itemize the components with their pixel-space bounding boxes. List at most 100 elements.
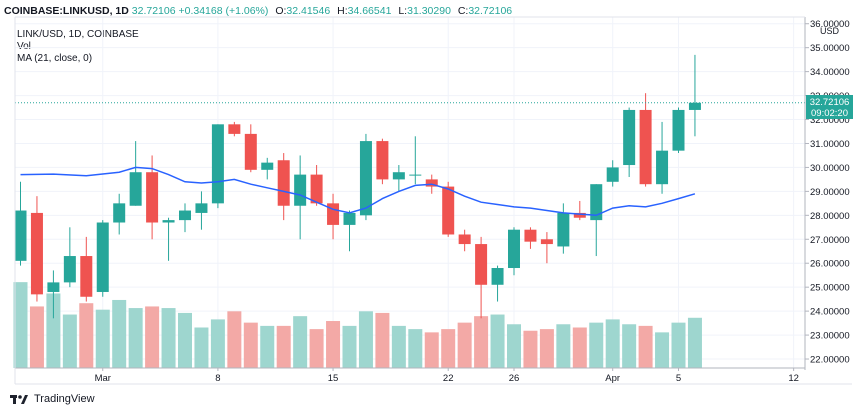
- y-tick-label: 28.00000: [810, 211, 850, 222]
- ma-legend[interactable]: MA (21, close, 0): [17, 53, 93, 64]
- symbol-name[interactable]: COINBASE:LINKUSD, 1D: [4, 5, 129, 17]
- candle-up: [261, 162, 274, 170]
- candle-down: [30, 212, 43, 295]
- candle-up: [96, 222, 109, 292]
- volume-bar: [556, 324, 571, 368]
- candle-up: [491, 268, 504, 285]
- candle-up: [606, 167, 619, 182]
- volume-bar: [474, 316, 489, 368]
- y-tick-label: 25.00000: [810, 283, 850, 294]
- y-tick-label: 32.00000: [810, 115, 850, 126]
- candle-up: [294, 174, 307, 206]
- volume-bar: [589, 322, 604, 368]
- tradingview-logo-icon: [10, 395, 28, 404]
- volume-legend[interactable]: Vol: [17, 41, 31, 52]
- candle-up: [672, 109, 685, 151]
- volume-bar: [227, 311, 242, 368]
- x-tick-label: 22: [443, 373, 454, 384]
- candle-up: [656, 150, 669, 185]
- open-label: O:: [275, 5, 287, 17]
- volume-bar: [375, 312, 390, 368]
- candle-down: [442, 186, 455, 235]
- high-label: H:: [337, 5, 348, 17]
- volume-bar: [539, 329, 554, 368]
- volume-bar: [161, 308, 176, 368]
- volume-bar: [655, 332, 670, 368]
- candle-up: [129, 172, 142, 206]
- candle-up: [392, 172, 405, 180]
- volume-bar: [424, 332, 439, 368]
- volume-bar: [95, 309, 110, 368]
- candle-down: [458, 234, 471, 245]
- volume-bar: [194, 327, 209, 368]
- candle-down: [244, 133, 257, 170]
- candle-up: [359, 141, 372, 216]
- countdown-text: 09:02:20: [811, 108, 848, 119]
- volume-bar: [178, 312, 192, 368]
- volume-bar: [671, 322, 686, 368]
- candle-up: [179, 210, 191, 221]
- candle-up: [63, 256, 76, 283]
- candle-up: [343, 212, 356, 225]
- price-change: +0.34168 (+1.06%): [178, 5, 269, 17]
- brand-name: TradingView: [34, 393, 95, 405]
- volume-bar: [687, 317, 702, 368]
- volume-bar: [128, 308, 143, 368]
- x-tick-label: Mar: [95, 373, 111, 384]
- volume-bar: [572, 327, 587, 368]
- x-tick-label: 15: [328, 373, 339, 384]
- volume-bar: [309, 329, 324, 368]
- y-tick-label: 31.00000: [810, 139, 850, 150]
- candle-down: [228, 124, 241, 134]
- x-tick-label: 26: [509, 373, 520, 384]
- candle-down: [639, 109, 652, 185]
- series-legend[interactable]: LINK/USD, 1D, COINBASE: [17, 29, 139, 40]
- unit-label: USD: [820, 26, 840, 36]
- symbol-header: COINBASE:LINKUSD, 1D 32.72106 +0.34168 (…: [4, 5, 512, 17]
- candle-down: [146, 172, 159, 223]
- volume-bar: [441, 329, 456, 368]
- close-value: 32.72106: [468, 5, 513, 17]
- open-value: 32.41546: [286, 5, 331, 17]
- volume-bar: [62, 314, 77, 368]
- current-price-text: 32.72106: [810, 97, 850, 108]
- x-tick-label: Apr: [605, 373, 620, 384]
- volume-bar: [46, 293, 61, 368]
- volume-bar: [622, 324, 637, 368]
- volume-bar: [29, 306, 44, 368]
- time-axis-labels: Mar 8 15 22 26 Apr 5 12: [95, 368, 799, 384]
- volume-bar: [13, 282, 28, 368]
- volume-bar: [358, 311, 373, 368]
- candle-down: [540, 239, 553, 245]
- volume-bar: [243, 322, 258, 368]
- volume-bar: [326, 321, 341, 368]
- y-tick-label: 27.00000: [810, 235, 850, 246]
- volume-bars: [13, 282, 702, 368]
- price-axis-labels: 22.00000 23.00000 24.00000 25.00000 26.00000…: [805, 19, 850, 366]
- candle-down: [327, 203, 340, 225]
- candle-down: [277, 160, 290, 206]
- candle-up: [688, 102, 701, 110]
- moving-average: [15, 102, 805, 217]
- candle-down: [425, 179, 438, 187]
- candles: [14, 54, 701, 319]
- y-tick-label: 36.00000: [810, 19, 850, 30]
- volume-bar: [276, 325, 291, 368]
- low-value: 31.30290: [407, 5, 451, 17]
- brand-footer[interactable]: TradingView: [10, 393, 95, 405]
- candle-down: [376, 141, 389, 180]
- volume-bar: [605, 319, 620, 368]
- volume-bar: [507, 324, 521, 368]
- candle-down: [475, 244, 488, 285]
- candle-up: [409, 174, 422, 176]
- x-tick-label: 8: [215, 373, 220, 384]
- x-tick-label: 12: [788, 373, 799, 384]
- candle-down: [310, 174, 323, 204]
- volume-bar: [408, 329, 423, 368]
- close-label: C:: [457, 5, 469, 17]
- last-price: 32.72106: [131, 5, 176, 17]
- y-tick-label: 29.00000: [810, 187, 850, 198]
- volume-bar: [260, 325, 275, 368]
- volume-bar: [391, 325, 406, 368]
